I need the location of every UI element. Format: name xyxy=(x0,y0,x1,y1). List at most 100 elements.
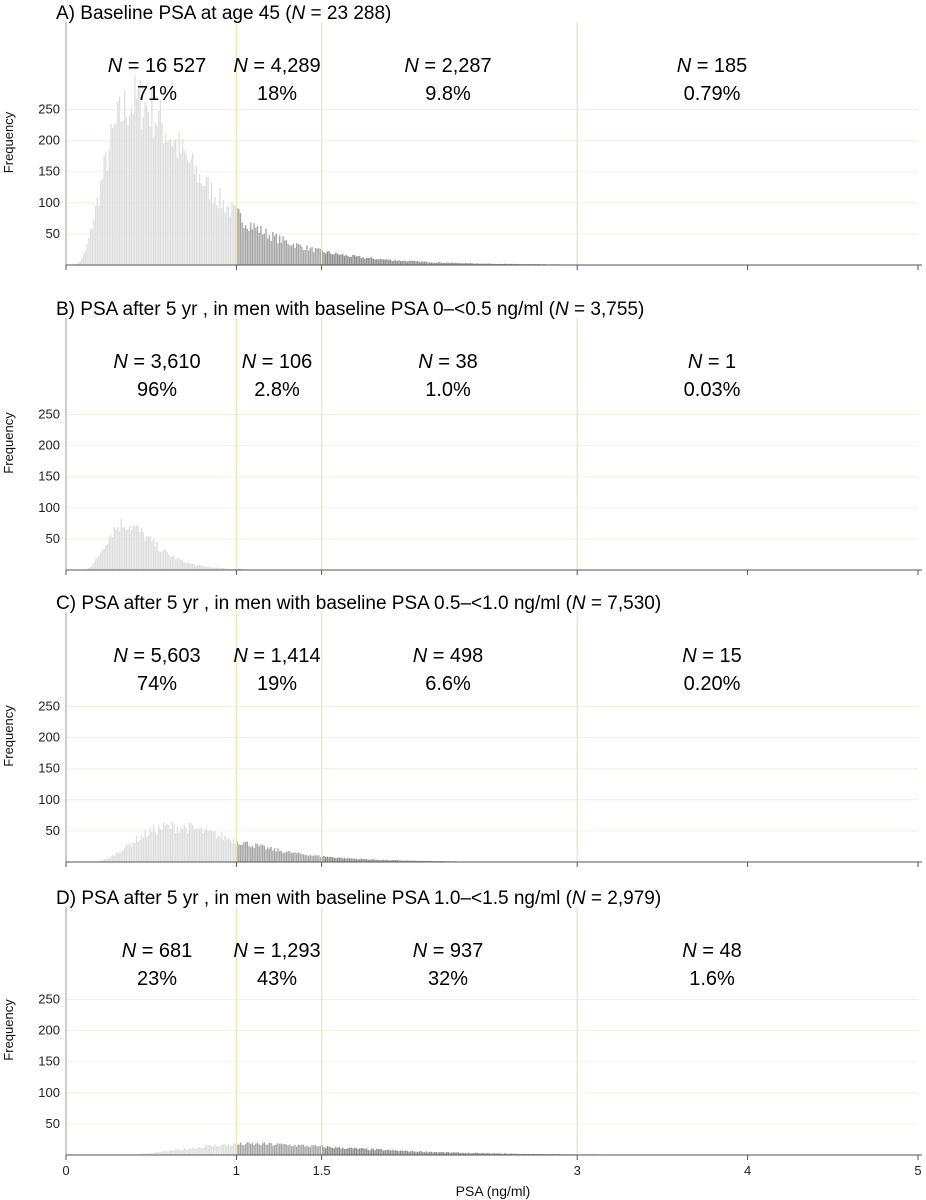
histogram-bar xyxy=(275,851,277,862)
histogram-bar xyxy=(190,158,192,265)
histogram-bar xyxy=(311,1144,313,1155)
histogram-bar xyxy=(193,564,196,570)
histogram-bar xyxy=(364,258,366,265)
y-tick-label: 100 xyxy=(38,195,60,210)
histogram-bar xyxy=(207,566,209,570)
histogram-bar xyxy=(263,1142,266,1155)
histogram-bar xyxy=(307,250,310,265)
histogram-bar xyxy=(139,531,141,570)
group-percent-label: 1.0% xyxy=(425,379,471,401)
histogram-bar xyxy=(164,549,167,570)
histogram-bar xyxy=(178,558,180,570)
histogram-bar xyxy=(205,176,208,265)
histogram-bar xyxy=(158,824,160,862)
histogram-bar xyxy=(113,527,116,570)
histogram-bar xyxy=(376,859,378,862)
histogram-bar xyxy=(486,1153,489,1155)
histogram-bar xyxy=(323,1147,325,1155)
histogram-bar xyxy=(331,1147,334,1155)
histogram-bar xyxy=(478,263,480,265)
histogram-bar xyxy=(514,263,516,265)
histogram-bar xyxy=(420,860,422,862)
histogram-bar xyxy=(338,255,340,265)
histogram-bar xyxy=(415,1151,417,1155)
histogram-bar xyxy=(485,263,487,265)
histogram-bar xyxy=(98,860,100,862)
histogram-bar xyxy=(236,207,238,265)
histogram-bar xyxy=(406,261,409,265)
histogram-bar xyxy=(459,1153,461,1155)
histogram-bar xyxy=(353,255,356,265)
histogram-bar xyxy=(399,860,402,862)
histogram-bar xyxy=(333,254,335,265)
histogram-bar xyxy=(359,859,361,862)
histogram-bar xyxy=(323,855,325,862)
group-count-label: N = 15 xyxy=(682,645,742,667)
histogram-bar xyxy=(294,247,296,265)
histogram-bar xyxy=(227,838,230,862)
group-percent-label: 9.8% xyxy=(425,83,471,105)
y-tick-label: 250 xyxy=(38,407,60,422)
histogram-bar xyxy=(347,1148,349,1155)
histogram-bar xyxy=(449,1152,451,1155)
histogram-bar xyxy=(311,247,313,265)
histogram-bar xyxy=(328,1146,330,1155)
histogram-bar xyxy=(204,829,206,862)
histogram-bar xyxy=(156,834,158,862)
histogram-bar xyxy=(464,1152,467,1155)
histogram-bar xyxy=(403,1150,405,1155)
histogram-bar xyxy=(149,828,151,862)
y-tick-label: 150 xyxy=(38,1054,60,1069)
histogram-bar xyxy=(343,857,346,862)
histogram-bar xyxy=(154,546,156,570)
histogram-bar xyxy=(197,182,199,265)
histogram-bar xyxy=(108,536,110,570)
histogram-bar xyxy=(468,263,470,265)
y-axis-label: Frequency xyxy=(1,412,16,474)
histogram-bar xyxy=(314,247,317,265)
histogram-bar xyxy=(280,1143,283,1155)
histogram-bar xyxy=(209,830,211,862)
histogram-bar xyxy=(316,855,318,862)
histogram-bar xyxy=(156,125,158,266)
histogram-bar xyxy=(241,844,243,862)
histogram-bar xyxy=(253,223,255,265)
histogram-bar xyxy=(377,860,380,862)
histogram-bar xyxy=(255,843,257,862)
histogram-bar xyxy=(248,230,250,265)
histogram-bar xyxy=(382,259,385,265)
histogram-bar xyxy=(159,99,162,265)
histogram-bar xyxy=(302,854,305,862)
histogram-bar xyxy=(285,240,288,265)
histogram-bar xyxy=(142,837,145,862)
histogram-bar xyxy=(270,1143,272,1155)
histogram-bar xyxy=(307,856,310,862)
histogram-bar xyxy=(161,123,163,265)
histogram-bar xyxy=(495,1153,497,1155)
histogram-bar xyxy=(277,1143,279,1155)
histogram-bar xyxy=(202,1148,204,1155)
histogram-bar xyxy=(129,525,131,570)
histogram-bar xyxy=(434,262,436,265)
histogram-bar xyxy=(214,567,216,570)
histogram-bar xyxy=(396,1150,398,1155)
histogram-bar xyxy=(125,530,127,570)
histogram-bar xyxy=(190,823,192,862)
histogram-bar xyxy=(229,1145,231,1155)
y-tick-label: 200 xyxy=(38,133,60,148)
histogram-bar xyxy=(239,845,242,862)
histogram-bar xyxy=(304,1146,306,1155)
histogram-bar xyxy=(306,1145,308,1155)
histogram-bar xyxy=(490,1153,492,1155)
histogram-bar xyxy=(447,262,450,265)
histogram-bar xyxy=(188,1148,191,1155)
histogram-bar xyxy=(180,152,182,265)
histogram-bar xyxy=(292,1146,294,1155)
histogram-bar xyxy=(347,256,349,265)
histogram-bar xyxy=(507,1153,509,1155)
histogram-bar xyxy=(118,531,121,570)
histogram-bar xyxy=(428,1151,431,1155)
histogram-bar xyxy=(195,1148,197,1155)
histogram-bar xyxy=(158,110,160,265)
